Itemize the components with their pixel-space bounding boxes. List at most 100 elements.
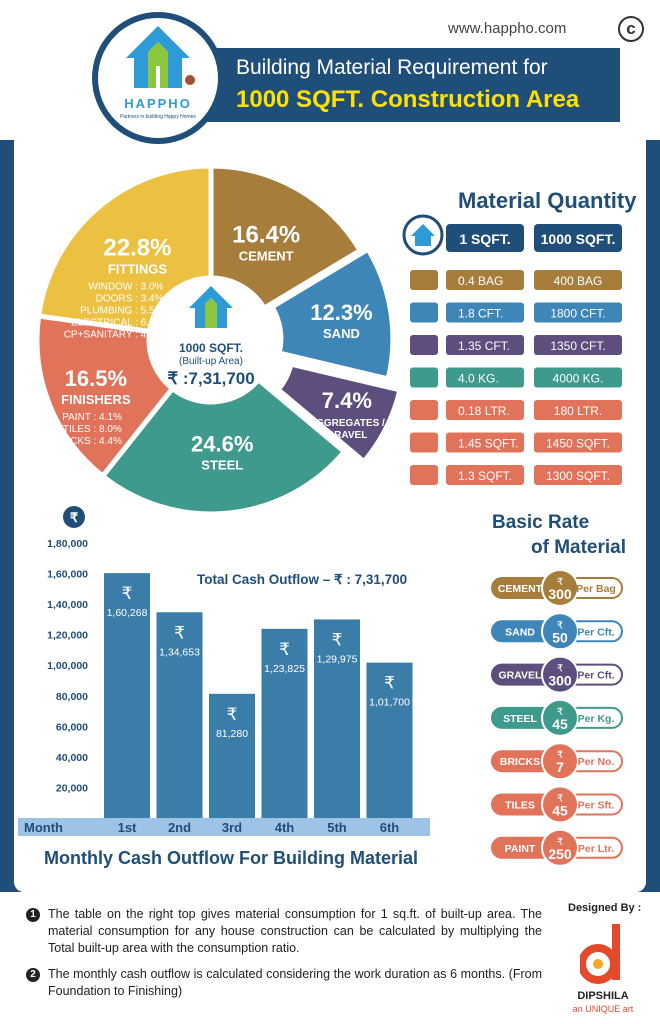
pie-slice-steel <box>99 376 348 517</box>
rate-unit: Per Cft. <box>577 670 614 682</box>
pie-percent-steel: 24.6% <box>191 431 253 456</box>
rate-unit: Per No. <box>578 756 615 768</box>
bar-currency-symbol: ₹ <box>227 705 238 724</box>
cell-per-sqft-value: 4.0 KG. <box>458 372 499 386</box>
center-area-sub: (Built-up Area) <box>179 356 243 367</box>
material-row-steel: 4.0 KG. 4000 KG. <box>410 367 622 388</box>
rate-circle <box>541 742 579 781</box>
designer-tagline: an UNIQUE art <box>572 1004 634 1014</box>
rate-row-paint: PAINT ₹250 Per Ltr. <box>491 828 623 867</box>
bar-value-label: 1,23,825 <box>264 663 305 675</box>
cell-per-sqft <box>446 335 524 355</box>
brick-wall-icon <box>410 432 438 453</box>
rate-value: 45 <box>552 716 568 732</box>
cell-per-1000sqft <box>534 335 622 355</box>
y-tick-label: 80,000 <box>56 691 88 703</box>
rate-value: 250 <box>548 846 572 862</box>
pie-chart: 16.4%CEMENT 12.3%SAND 7.4% AGGREGATES /GRAV… <box>34 163 403 517</box>
y-tick-label: 1,00,000 <box>47 660 88 672</box>
logo-name: HAPPHO <box>124 96 192 111</box>
cell-per-sqft-value: 1.35 CFT. <box>458 339 510 353</box>
pie-detail-finishers: BRICKS : 4.4% <box>53 436 121 447</box>
pie-name-sand: SAND <box>323 326 360 341</box>
rate-row-bricks: BRICKS ₹7 Per No. <box>491 742 623 781</box>
rate-material: TILES <box>505 800 535 812</box>
rate-material-pill <box>492 578 548 598</box>
note-1-marker: 1 <box>26 908 40 922</box>
bar-6th <box>366 662 413 818</box>
rate-material-pill <box>492 621 548 642</box>
aggregate-pile-icon <box>410 335 438 355</box>
rate-material: STEEL <box>503 713 537 725</box>
cell-per-1000sqft-value: 1450 SQFT. <box>546 437 610 451</box>
basic-rate-title-2: of Material <box>531 537 627 558</box>
rate-row-tiles: TILES ₹45 Per Sft. <box>491 785 623 824</box>
rate-unit: Per Bag <box>576 583 616 595</box>
dipshila-logo-icon <box>580 924 620 984</box>
rate-value: 50 <box>552 629 568 645</box>
table-house-roof-icon <box>411 224 435 246</box>
cell-per-1000sqft-value: 400 BAG <box>554 274 603 288</box>
rate-circle <box>541 698 579 737</box>
y-tick-label: 1,20,000 <box>47 630 88 642</box>
sand-pile-icon <box>410 302 438 323</box>
pie-slice-cement <box>208 163 364 312</box>
currency-icon <box>63 506 85 528</box>
total-cash-outflow: Total Cash Outflow – ₹ : 7,31,700 <box>197 572 407 587</box>
basic-rate-title-1: Basic Rate <box>492 512 590 533</box>
header-1000sqft-label: 1000 SQFT. <box>541 231 616 247</box>
rate-material: CEMENT <box>498 583 543 595</box>
cell-per-sqft <box>446 465 524 485</box>
bar-value-label: 1,29,975 <box>317 653 358 665</box>
material-row-tiles: 1.3 SQFT. 1300 SQFT. <box>410 465 622 485</box>
rate-material: PAINT <box>505 843 536 855</box>
rate-circle <box>541 828 579 867</box>
rate-unit: Per Kg. <box>578 713 615 725</box>
pie-detail-fittings: DOORS : 3.4% <box>96 294 164 305</box>
bar-chart-title: Monthly Cash Outflow For Building Materi… <box>44 848 418 868</box>
material-row-cement: 0.4 BAG 400 BAG <box>410 270 622 290</box>
paint-brush-icon <box>410 400 438 420</box>
rate-material: BRICKS <box>500 756 540 768</box>
designed-by-label: Designed By : <box>568 902 642 914</box>
rate-currency-symbol: ₹ <box>557 620 563 631</box>
rate-circle <box>541 655 579 694</box>
pie-name-aggregates-gravel: AGGREGATES / <box>309 418 385 429</box>
rate-material-pill <box>492 707 548 728</box>
cell-per-sqft-value: 1.3 SQFT. <box>458 469 512 483</box>
note-1: The table on the right top gives materia… <box>48 907 542 955</box>
cell-per-sqft-value: 1.8 CFT. <box>458 307 503 321</box>
rate-unit: Per Cft. <box>577 626 614 638</box>
cell-per-1000sqft <box>534 270 622 290</box>
note-2-marker: 2 <box>26 968 40 982</box>
rate-currency-symbol: ₹ <box>557 707 563 718</box>
copyright-icon: c <box>618 16 644 42</box>
rate-circle <box>541 612 579 651</box>
cell-per-sqft <box>446 367 524 388</box>
pie-detail-finishers: TILES : 8.0% <box>63 424 122 435</box>
designer-brand: DIPSHILA <box>577 990 629 1002</box>
basic-rate-list: CEMENT ₹300 Per Bag SAND ₹50 Per Cft. GRAVEL ₹3… <box>491 569 623 867</box>
pie-center <box>153 282 269 398</box>
cell-per-sqft-value: 0.4 BAG <box>458 274 503 288</box>
pie-name-cement: CEMENT <box>239 249 294 264</box>
x-axis-band <box>18 818 430 836</box>
y-tick-label: 1,80,000 <box>47 538 88 550</box>
pie-name-steel: STEEL <box>201 457 243 472</box>
pie-name-fittings: FITTINGS <box>108 262 168 277</box>
bar-1st <box>104 573 150 818</box>
bar-currency-symbol: ₹ <box>174 623 185 642</box>
rate-row-steel: STEEL ₹45 Per Kg. <box>491 698 623 737</box>
pie-slice-fittings <box>35 163 214 335</box>
cell-per-sqft <box>446 432 524 453</box>
cell-per-1000sqft-value: 1300 SQFT. <box>546 469 610 483</box>
x-tick-label: 6th <box>380 820 400 835</box>
rate-currency-symbol: ₹ <box>557 577 563 588</box>
pie-percent-cement: 16.4% <box>232 222 300 249</box>
pie-slice-finishers <box>34 313 176 480</box>
website-url[interactable]: www.happho.com <box>448 20 567 37</box>
steel-bars-icon <box>410 367 438 388</box>
material-row-aggregates: 1.35 CFT. 1350 CFT. <box>410 335 622 355</box>
pie-name-finishers: FINISHERS <box>61 392 131 407</box>
